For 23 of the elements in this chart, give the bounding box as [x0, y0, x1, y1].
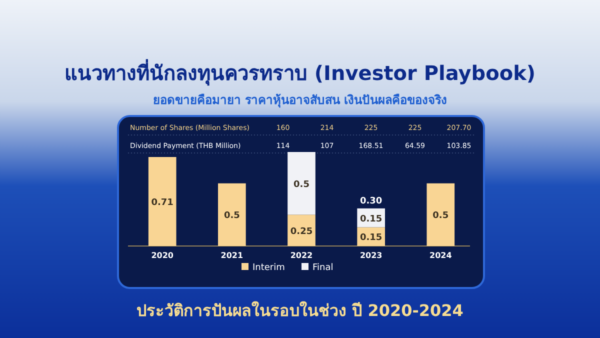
total-label: 0.30 — [360, 196, 382, 206]
data-label: 0.25 — [290, 226, 313, 237]
data-label: 0.5 — [224, 211, 240, 222]
bar — [288, 214, 316, 246]
chart-subtitle: ยอดขายคือมายา ราคาหุ้นอาจสับสน เงินปันผลคือของจริง — [152, 93, 448, 108]
data-label: 0.15 — [360, 233, 382, 244]
bar — [288, 152, 316, 215]
x-tick-label: 2024 — [430, 251, 452, 260]
bar — [148, 157, 176, 246]
data-label: 0.5 — [432, 211, 449, 222]
data-label: 0.71 — [151, 198, 174, 208]
text: ประวัติการปันผลในรอบในช่วง ปี 2020-2024 — [136, 301, 464, 320]
chart-title: แนวทางที่นักลงทุนควรทราบ (Investor Playbook) — [64, 58, 536, 86]
legend-label: Interim — [252, 263, 285, 273]
bar — [218, 183, 246, 246]
x-tick-label: 2022 — [290, 251, 313, 260]
legend-label: Final — [312, 263, 334, 273]
data-label: 0.15 — [360, 214, 382, 224]
x-tick-label: 2021 — [220, 251, 244, 260]
bar — [426, 183, 455, 246]
data-label: 0.5 — [294, 180, 310, 190]
x-tick-label: 2020 — [151, 251, 174, 260]
x-tick-label: 2023 — [360, 251, 382, 260]
